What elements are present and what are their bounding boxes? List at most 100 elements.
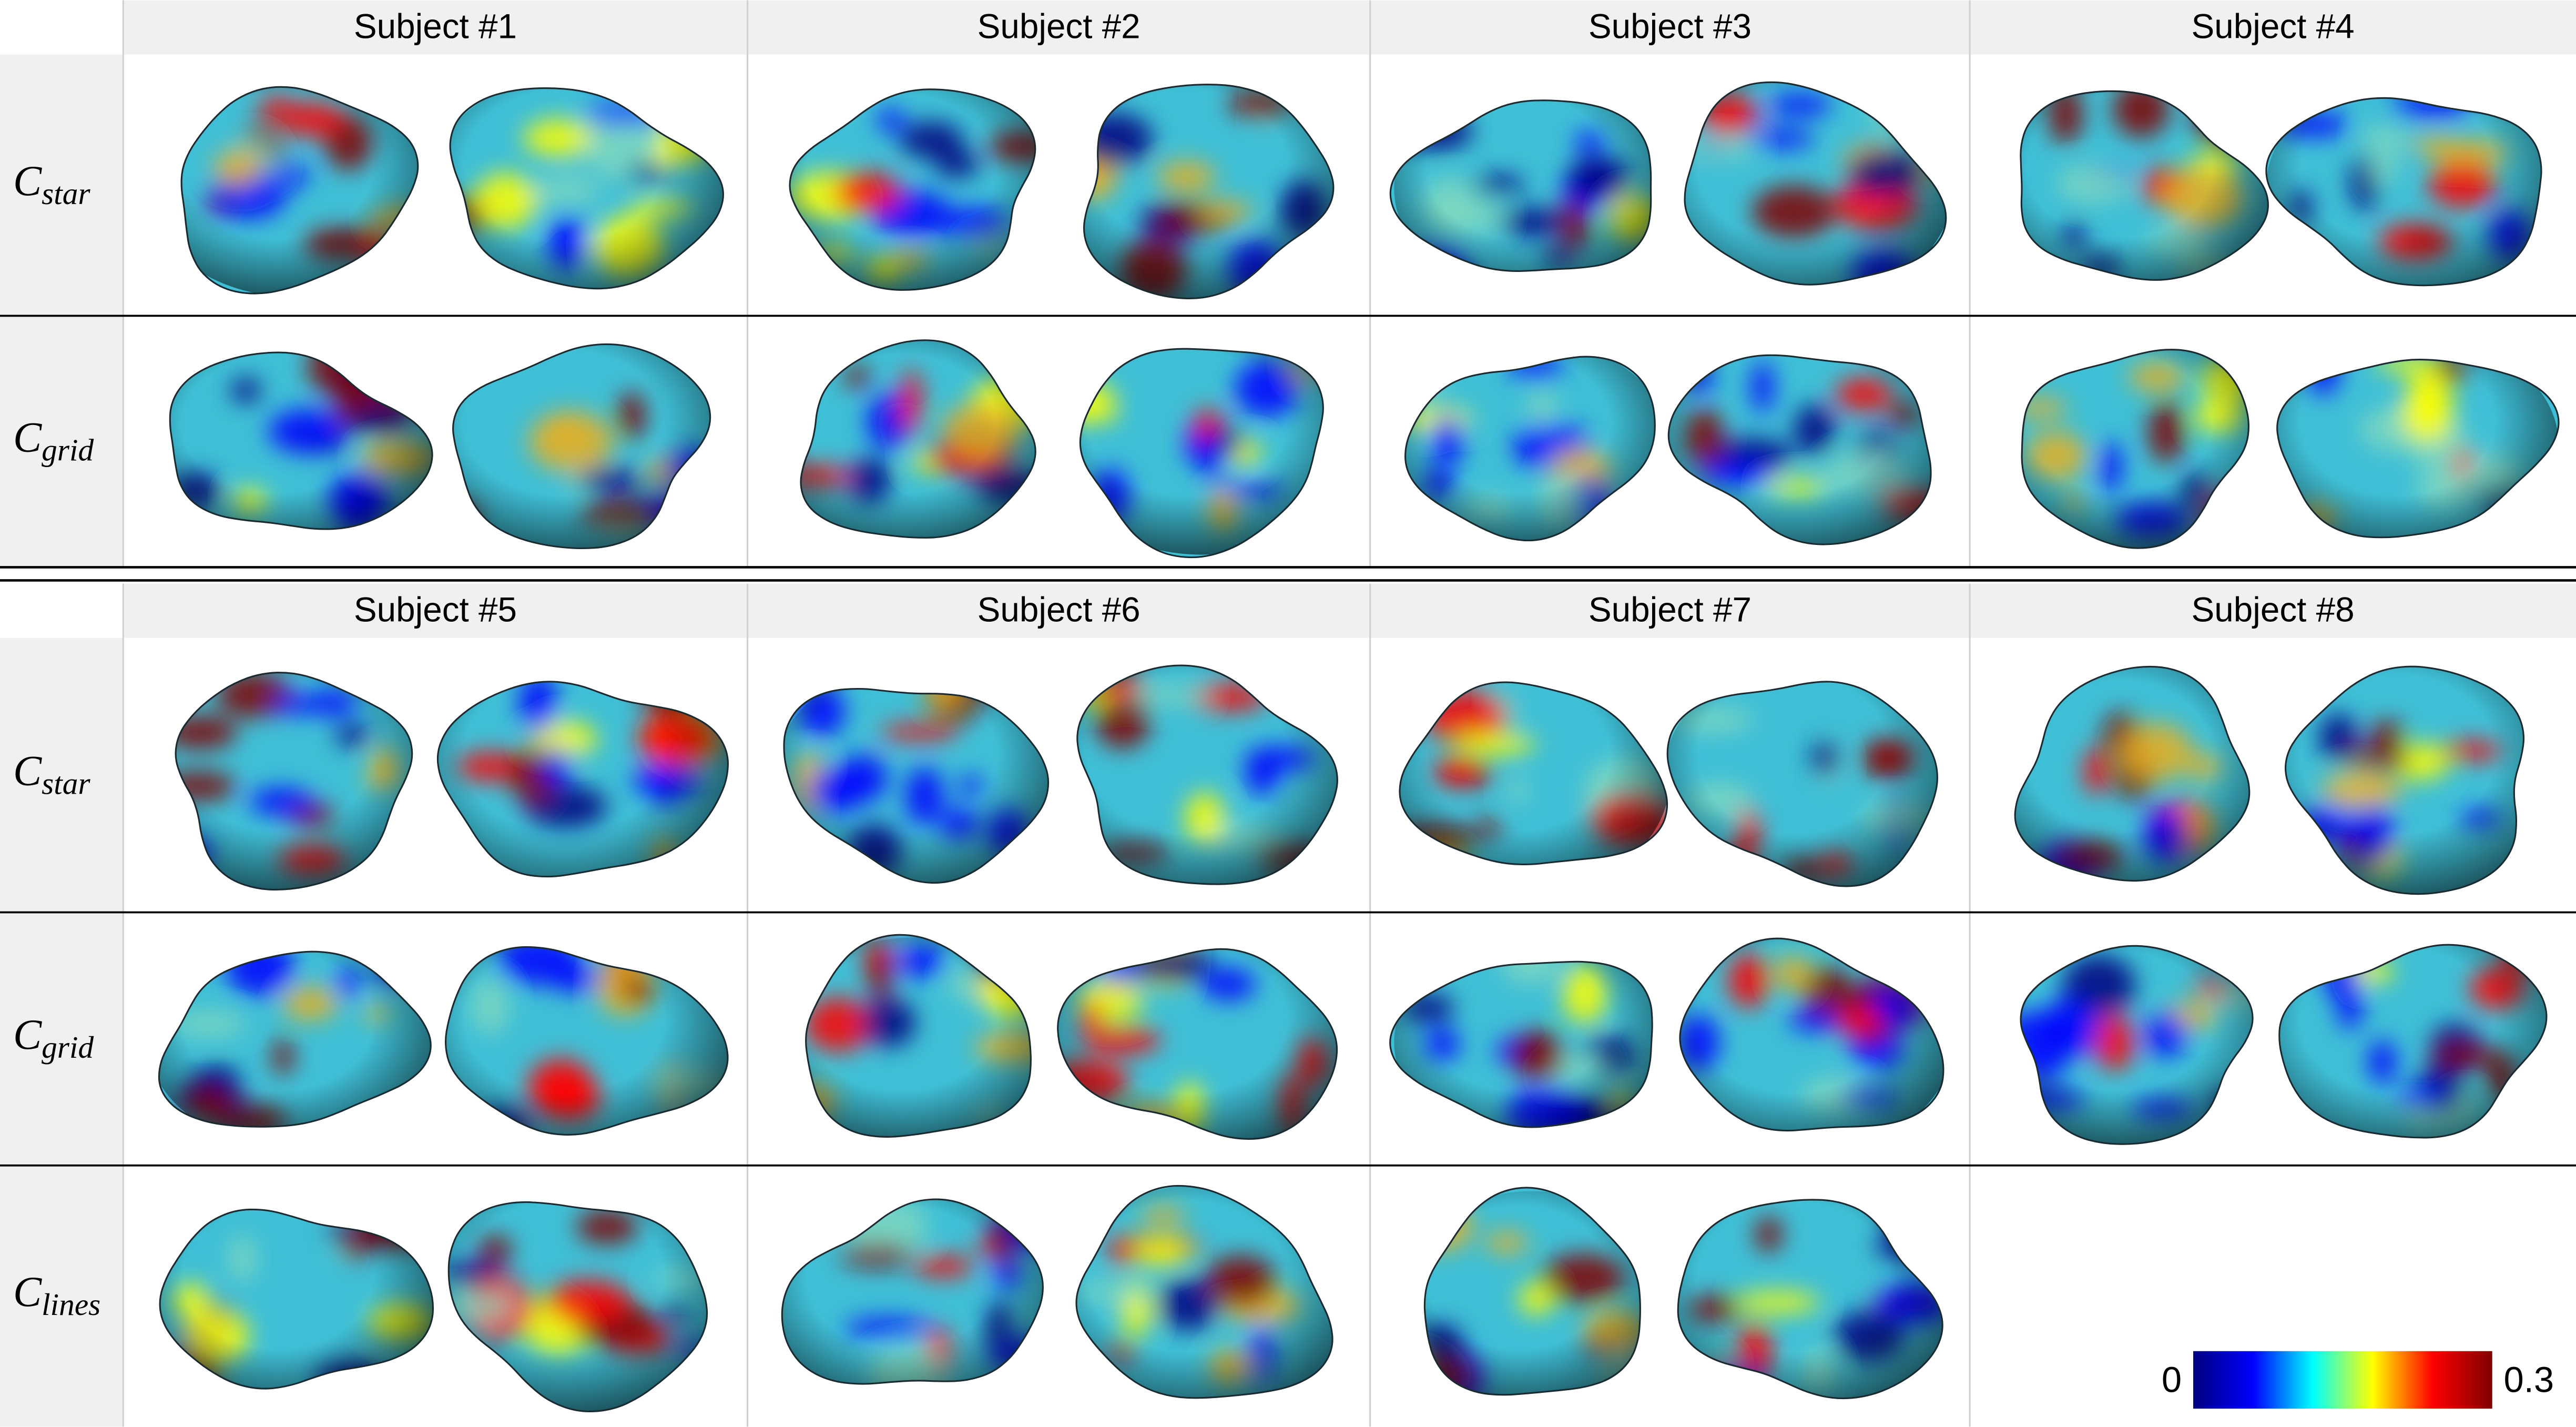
spot: [2207, 490, 2249, 549]
shading: [1076, 1186, 1333, 1398]
spot: [1420, 850, 1465, 865]
shape-outline: [1667, 354, 1932, 545]
shape-outline: [2278, 944, 2548, 1139]
row-label-base: C: [13, 1268, 42, 1315]
shading: [445, 947, 728, 1135]
shading: [800, 340, 1036, 538]
shape-outline: [805, 934, 1032, 1138]
shape: [1077, 665, 1338, 885]
row-label: Clines: [13, 1268, 100, 1322]
shape: [453, 344, 710, 549]
shape: [1076, 1186, 1333, 1398]
shape: [790, 89, 1035, 290]
subject-header: Subject #5: [354, 591, 517, 629]
shape-outline: [1083, 84, 1335, 300]
shape: [782, 1199, 1043, 1384]
shading: [1077, 665, 1338, 885]
shape: [181, 87, 418, 294]
row-label-sub: grid: [42, 432, 94, 467]
subject-header: Subject #7: [1589, 591, 1752, 629]
shading: [2277, 359, 2559, 538]
shape: [449, 1202, 707, 1412]
spot: [2205, 509, 2249, 529]
shading: [1394, 962, 1653, 1127]
shape-outline: [1389, 960, 1653, 1128]
shading: [453, 344, 710, 549]
shape-outline: [2285, 665, 2524, 895]
shape: [2277, 359, 2559, 538]
shading: [1084, 84, 1333, 299]
shading: [160, 1209, 433, 1389]
shape-outline: [169, 351, 433, 530]
shape: [437, 681, 728, 877]
shape: [176, 672, 412, 890]
shape-outline: [158, 950, 432, 1128]
shape: [1685, 82, 1946, 285]
shape-outline: [1423, 1187, 1641, 1396]
row-label-sub: star: [42, 176, 90, 211]
shape: [2279, 945, 2547, 1138]
spot: [658, 500, 710, 525]
shading: [1080, 349, 1323, 555]
shape: [1668, 355, 1931, 545]
shading: [2285, 666, 2524, 894]
row-label: Cstar: [13, 747, 90, 801]
shading: [790, 89, 1035, 290]
spot: [1885, 1199, 1943, 1239]
shape: [1679, 938, 1943, 1131]
shape: [1390, 962, 1653, 1127]
shape-outline: [180, 86, 419, 295]
shading: [159, 952, 431, 1127]
shape: [800, 340, 1036, 538]
row-label: Cstar: [13, 157, 90, 211]
row-label-sub: grid: [42, 1030, 94, 1065]
shape-outline: [2020, 945, 2254, 1145]
shape: [784, 689, 1048, 883]
shape-outline: [175, 672, 413, 890]
shape-outline: [2276, 359, 2560, 539]
shading: [1678, 1199, 1943, 1399]
shading: [2266, 98, 2542, 286]
shape: [170, 352, 433, 529]
row-label-base: C: [13, 1011, 42, 1058]
subject-header: Subject #8: [2192, 591, 2355, 629]
subject-header: Subject #2: [978, 7, 1141, 46]
spot: [2211, 1090, 2253, 1121]
spot: [453, 500, 478, 548]
shading: [2021, 946, 2253, 1145]
row-label-base: C: [13, 157, 42, 205]
shape-outline: [1079, 348, 1324, 559]
row-label: Cgrid: [13, 413, 94, 467]
shape-outline: [1389, 99, 1652, 272]
shape-outline: [1677, 1199, 1943, 1400]
header-band: [123, 583, 2576, 638]
shading: [1405, 357, 1655, 541]
shape-outline: [452, 343, 711, 550]
shape: [2022, 349, 2249, 549]
shape: [2021, 946, 2253, 1145]
shading: [806, 937, 1031, 1137]
shading: [1399, 682, 1667, 865]
shading: [1685, 82, 1946, 285]
shape-outline: [436, 681, 729, 878]
shape: [1080, 349, 1323, 558]
shape-outline: [1679, 937, 1944, 1132]
spot: [1414, 357, 1440, 396]
shape-outline: [1399, 681, 1668, 865]
shape-outline: [2021, 349, 2249, 549]
shading: [1667, 681, 1938, 886]
shading: [1057, 949, 1337, 1139]
spot: [1706, 1368, 1758, 1399]
row-label-base: C: [13, 747, 42, 794]
shading: [1394, 100, 1651, 271]
row-label-sub: lines: [42, 1287, 100, 1322]
shading: [2022, 349, 2249, 549]
row-label-sub: star: [42, 766, 90, 801]
shape-outline: [449, 87, 724, 290]
shape-outline: [159, 1208, 434, 1390]
shading: [1424, 1191, 1641, 1395]
shading: [1679, 938, 1943, 1131]
label-band: [0, 54, 124, 568]
